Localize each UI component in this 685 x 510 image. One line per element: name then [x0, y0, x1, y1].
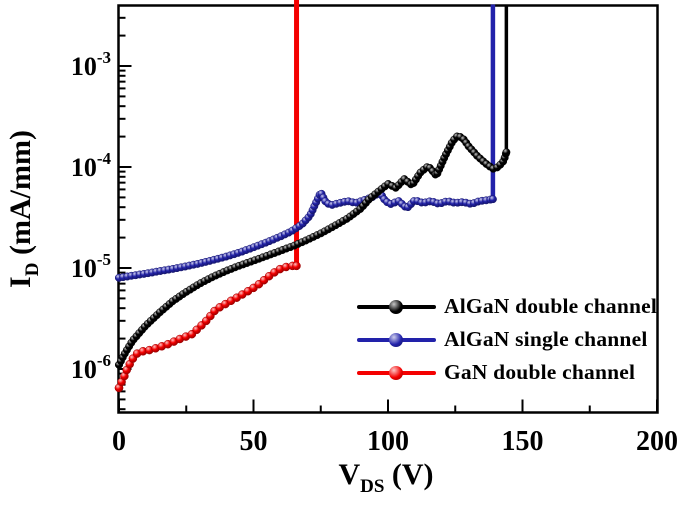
legend-entry: AlGaN single channel: [357, 323, 657, 356]
legend-label: AlGaN double channel: [444, 293, 658, 318]
x-tick-label-100: 100: [367, 426, 409, 457]
x-tick-label-200: 200: [636, 426, 678, 457]
legend-entry: GaN double channel: [357, 356, 657, 389]
legend-label: AlGaN single channel: [444, 326, 648, 351]
series-markers-algan-single-channel: [115, 188, 497, 282]
series-marker-icon: [357, 299, 436, 314]
series-marker-icon: [357, 365, 436, 380]
legend-label: GaN double channel: [444, 359, 636, 384]
series-marker-icon: [357, 332, 436, 347]
series-markers-algan-double-channel: [115, 132, 511, 369]
plot-border: [117, 4, 659, 414]
legend-entry: AlGaN double channel: [357, 290, 657, 323]
series-algan-single-channel: [115, 4, 497, 282]
x-tick-label-0: 0: [112, 426, 126, 457]
legend-ball-icon: [389, 299, 403, 314]
series-markers-gan-double-channel: [114, 261, 301, 393]
x-tick-label-50: 50: [240, 426, 268, 457]
y-tick-label-10e-3: 10-3: [71, 48, 111, 81]
legend-ball-icon: [389, 332, 403, 347]
series-gan-double-channel: [114, 0, 301, 393]
x-axis-title: VDS (V): [338, 458, 433, 497]
legend: AlGaN double channel AlGaN single channe…: [357, 290, 657, 389]
y-tick-label-10e-5: 10-5: [71, 250, 111, 283]
y-tick-label-10e-4: 10-4: [71, 149, 112, 182]
tick-labels: 0 50 100 150 200 10-3 10-4 10-5 10-6: [71, 48, 678, 457]
y-axis-title: ID (mA/mm): [4, 130, 43, 288]
x-tick-label-150: 150: [502, 426, 544, 457]
series-algan-double-channel: [115, 4, 511, 369]
legend-ball-icon: [389, 365, 403, 380]
y-tick-label-10e-6: 10-6: [71, 351, 111, 384]
